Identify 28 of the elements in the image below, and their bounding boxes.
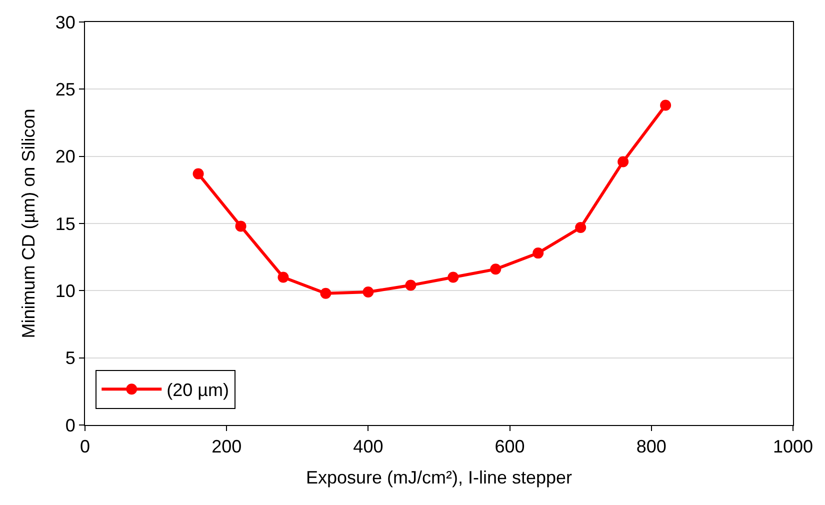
point	[405, 280, 416, 291]
point	[618, 156, 629, 168]
x-tick-label: 0	[80, 436, 90, 457]
y-tick-label: 10	[55, 280, 76, 301]
x-tick-label: 800	[636, 436, 666, 457]
point	[235, 220, 246, 232]
x-axis-title: Exposure (mJ/cm²), I-line stepper	[306, 468, 572, 488]
x-tick-label: 600	[494, 436, 525, 457]
point	[448, 272, 459, 283]
y-tick-label: 5	[65, 348, 76, 368]
point	[660, 100, 672, 111]
legend-label: (20 µm)	[166, 380, 230, 400]
point	[192, 168, 204, 180]
point	[278, 272, 289, 283]
y-tick-label: 15	[55, 214, 76, 234]
y-tick-label: 20	[55, 146, 76, 167]
point	[320, 288, 332, 299]
x-tick-label: 1000	[772, 436, 814, 457]
y-tick-label: 30	[55, 12, 76, 32]
y-axis-title: Minimum CD (µm) on Silicon	[18, 108, 39, 338]
point	[532, 248, 544, 259]
point	[362, 286, 374, 298]
point	[490, 264, 502, 275]
point	[575, 222, 586, 234]
x-tick-label: 400	[353, 436, 384, 457]
y-tick-label: 0	[65, 415, 76, 436]
y-tick-label: 25	[55, 79, 76, 100]
x-tick-label: 200	[212, 436, 242, 457]
